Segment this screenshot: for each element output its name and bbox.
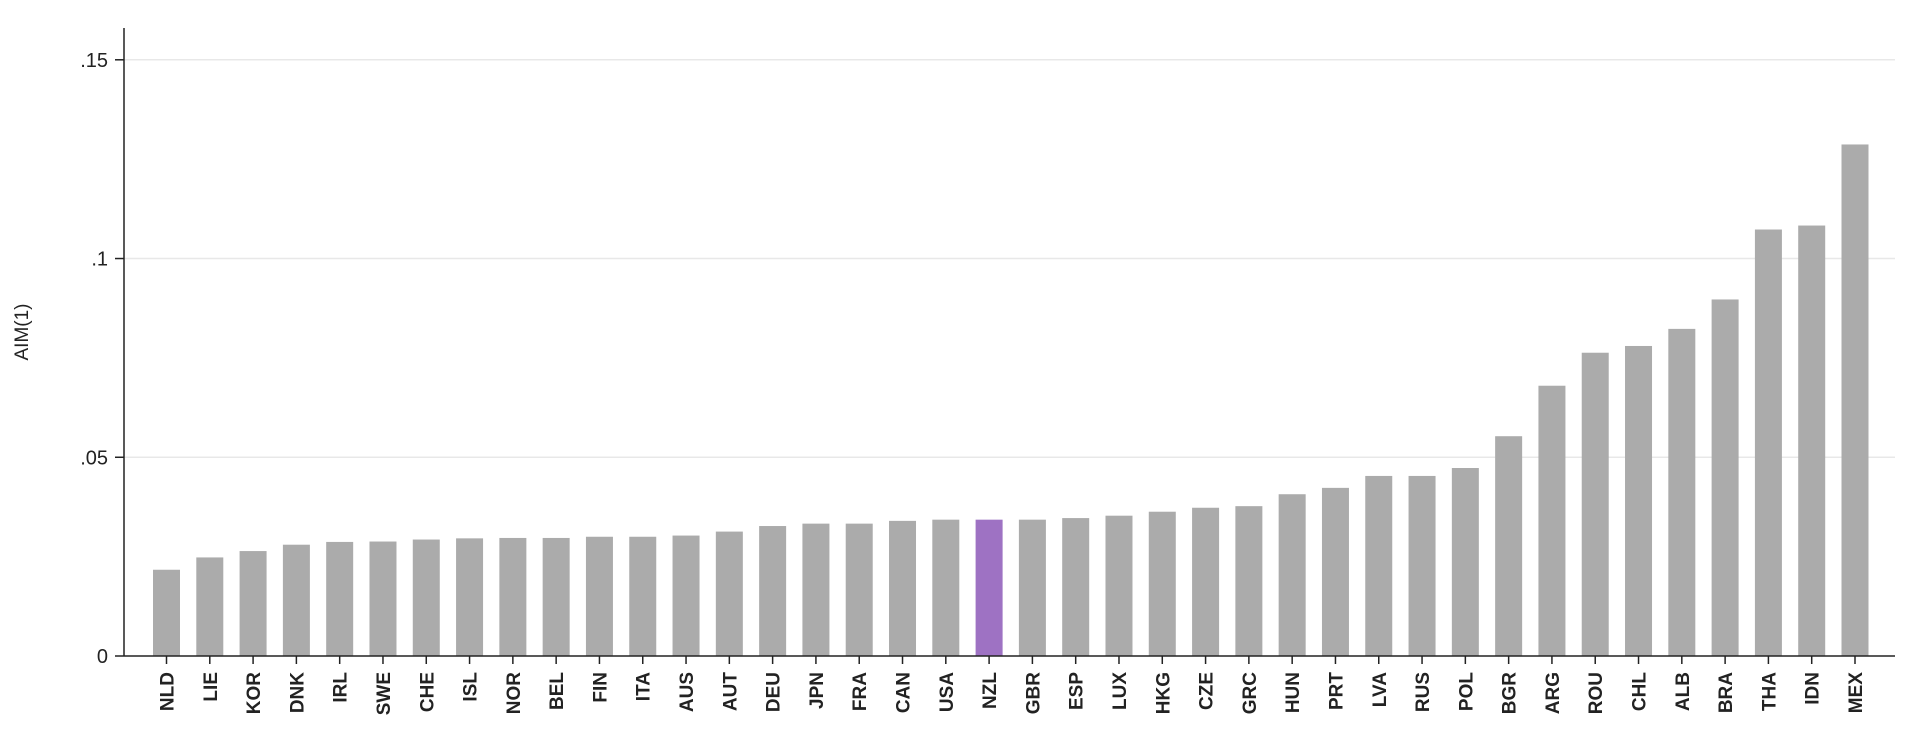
bar-fra xyxy=(845,523,873,656)
x-tick-label: FIN xyxy=(590,672,611,703)
bar-bel xyxy=(542,537,570,656)
bar-aut xyxy=(715,531,743,656)
bar-pol xyxy=(1451,467,1479,656)
x-tick-label: SWE xyxy=(374,672,395,715)
x-tick-label: NLD xyxy=(158,672,179,711)
x-tick-label: HKG xyxy=(1153,672,1174,714)
bar-rou xyxy=(1581,352,1609,656)
y-axis-ticks: 0 .05 .1 .15 xyxy=(80,50,124,668)
bar-bra xyxy=(1711,299,1739,656)
x-tick-label: CHE xyxy=(417,672,438,712)
x-tick-label: CHL xyxy=(1630,672,1651,711)
x-tick-label: RUS xyxy=(1413,672,1434,712)
x-tick-label: DEU xyxy=(764,672,785,712)
axes xyxy=(123,28,1895,657)
bar-gbr xyxy=(1018,519,1046,656)
bar-rus xyxy=(1408,475,1436,656)
bar-jpn xyxy=(802,523,830,656)
x-tick-label: GRC xyxy=(1240,672,1261,715)
bar-idn xyxy=(1798,225,1826,656)
x-tick-label: KOR xyxy=(244,672,265,715)
x-tick-label: ALB xyxy=(1673,672,1694,711)
x-tick-label: ISL xyxy=(461,672,482,702)
x-tick-label: LVA xyxy=(1370,672,1391,707)
bar-prt xyxy=(1321,487,1349,656)
bar-kor xyxy=(239,551,267,656)
bar-chl xyxy=(1625,345,1653,656)
bar-nld xyxy=(153,569,180,656)
y-tick-label: 0 xyxy=(97,646,108,668)
x-tick-label: GBR xyxy=(1023,672,1044,715)
bar-mex xyxy=(1841,144,1869,656)
bar-nzl xyxy=(975,519,1003,656)
x-tick-label: BEL xyxy=(547,672,568,710)
x-tick-label: NZL xyxy=(980,672,1001,709)
x-tick-label: LIE xyxy=(201,672,222,702)
bar-arg xyxy=(1538,385,1566,656)
bar-usa xyxy=(932,519,960,656)
x-tick-label: USA xyxy=(937,672,958,712)
x-tick-label: ESP xyxy=(1067,672,1088,710)
x-tick-label: ITA xyxy=(634,672,655,701)
x-tick-label: BRA xyxy=(1716,672,1737,713)
bar-fin xyxy=(585,536,613,656)
x-tick-label: JPN xyxy=(807,672,828,709)
x-tick-label: ARG xyxy=(1543,672,1564,714)
bar-cze xyxy=(1192,507,1220,656)
bar-hkg xyxy=(1148,511,1176,656)
x-tick-label: CZE xyxy=(1197,672,1218,710)
x-axis-labels: NLD LIE KOR DNK IRL SWE CHE ISL NOR BEL FIN ITA AUS A… xyxy=(158,656,1867,715)
bars xyxy=(153,144,1869,656)
bar-esp xyxy=(1062,518,1090,656)
bar-can xyxy=(889,520,917,656)
y-tick-label: .15 xyxy=(80,50,108,72)
x-tick-label: ROU xyxy=(1586,672,1607,714)
y-axis-title: AIM(1) xyxy=(12,304,33,361)
bar-dnk xyxy=(282,544,310,656)
x-tick-label: MEX xyxy=(1846,672,1867,714)
bar-lie xyxy=(196,557,224,656)
bar-alb xyxy=(1668,328,1696,656)
bar-hun xyxy=(1278,494,1306,656)
bar-isl xyxy=(456,538,484,656)
bar-tha xyxy=(1754,229,1782,656)
x-tick-label: LUX xyxy=(1110,672,1131,710)
bar-lva xyxy=(1365,475,1393,656)
x-tick-label: AUT xyxy=(720,672,741,711)
bar-nor xyxy=(499,537,527,656)
x-tick-label: THA xyxy=(1759,672,1780,711)
x-tick-label: AUS xyxy=(677,672,698,712)
x-tick-label: BGR xyxy=(1500,672,1521,715)
x-tick-label: PRT xyxy=(1326,672,1347,710)
bar-grc xyxy=(1235,506,1263,656)
x-tick-label: DNK xyxy=(287,672,308,713)
x-tick-label: POL xyxy=(1456,672,1477,711)
bar-irl xyxy=(326,541,354,656)
x-tick-label: IRL xyxy=(331,672,352,703)
bar-bgr xyxy=(1495,436,1523,656)
bar-deu xyxy=(759,526,787,656)
bar-che xyxy=(412,539,440,656)
x-tick-label: IDN xyxy=(1803,672,1824,705)
bar-aus xyxy=(672,535,700,656)
bar-ita xyxy=(629,536,657,656)
x-tick-label: HUN xyxy=(1283,672,1304,713)
x-tick-label: NOR xyxy=(504,672,525,715)
y-tick-label: .05 xyxy=(80,447,108,469)
y-tick-label: .1 xyxy=(91,249,108,271)
bar-swe xyxy=(369,541,397,656)
bar-lux xyxy=(1105,515,1133,656)
x-tick-label: CAN xyxy=(894,672,915,713)
x-tick-label: FRA xyxy=(850,672,871,711)
